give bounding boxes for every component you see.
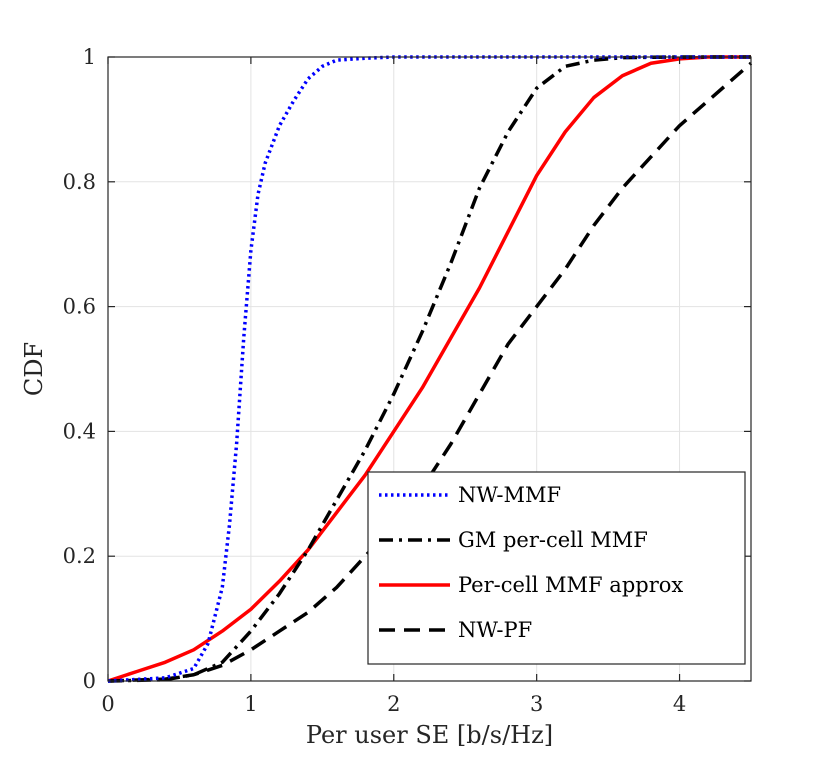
x-tick-label: 3 xyxy=(530,692,543,716)
legend-label-nw-mmf: NW-MMF xyxy=(458,483,561,507)
y-tick-label: 0.4 xyxy=(63,419,96,443)
y-tick-label: 0.2 xyxy=(63,544,96,568)
x-tick-label: 1 xyxy=(244,692,257,716)
axes-box xyxy=(107,56,752,682)
series-line-nw-pf xyxy=(107,61,753,683)
y-tick-label: 0.6 xyxy=(63,295,96,319)
legend: NW-MMF GM per-cell MMF Per-cell MMF approx… xyxy=(367,471,746,665)
y-tick-label: 0.8 xyxy=(63,170,96,194)
tick-labels: 0 1 2 3 4 0 0.2 0.4 0.6 0.8 1 xyxy=(63,45,687,716)
series-line-nw-mmf xyxy=(107,55,751,683)
series-layer xyxy=(107,55,753,683)
x-axis-label: Per user SE [b/s/Hz] xyxy=(306,721,553,749)
x-tick-label: 2 xyxy=(387,692,400,716)
x-tick-label: 4 xyxy=(673,692,686,716)
legend-label-gm-per-cell-mmf: GM per-cell MMF xyxy=(458,528,648,552)
ticks xyxy=(107,56,751,682)
x-tick-label: 0 xyxy=(101,692,114,716)
legend-label-nw-pf: NW-PF xyxy=(458,618,532,642)
series-line-gm-per-cell-mmf xyxy=(107,55,751,683)
legend-label-per-cell-mmf-approx: Per-cell MMF approx xyxy=(458,573,683,597)
y-tick-label: 0 xyxy=(83,669,96,693)
legend-box xyxy=(367,471,746,665)
series-line-per-cell-mmf-approx xyxy=(107,55,751,683)
y-axis-label: CDF xyxy=(20,342,48,396)
y-tick-label: 1 xyxy=(83,45,96,69)
